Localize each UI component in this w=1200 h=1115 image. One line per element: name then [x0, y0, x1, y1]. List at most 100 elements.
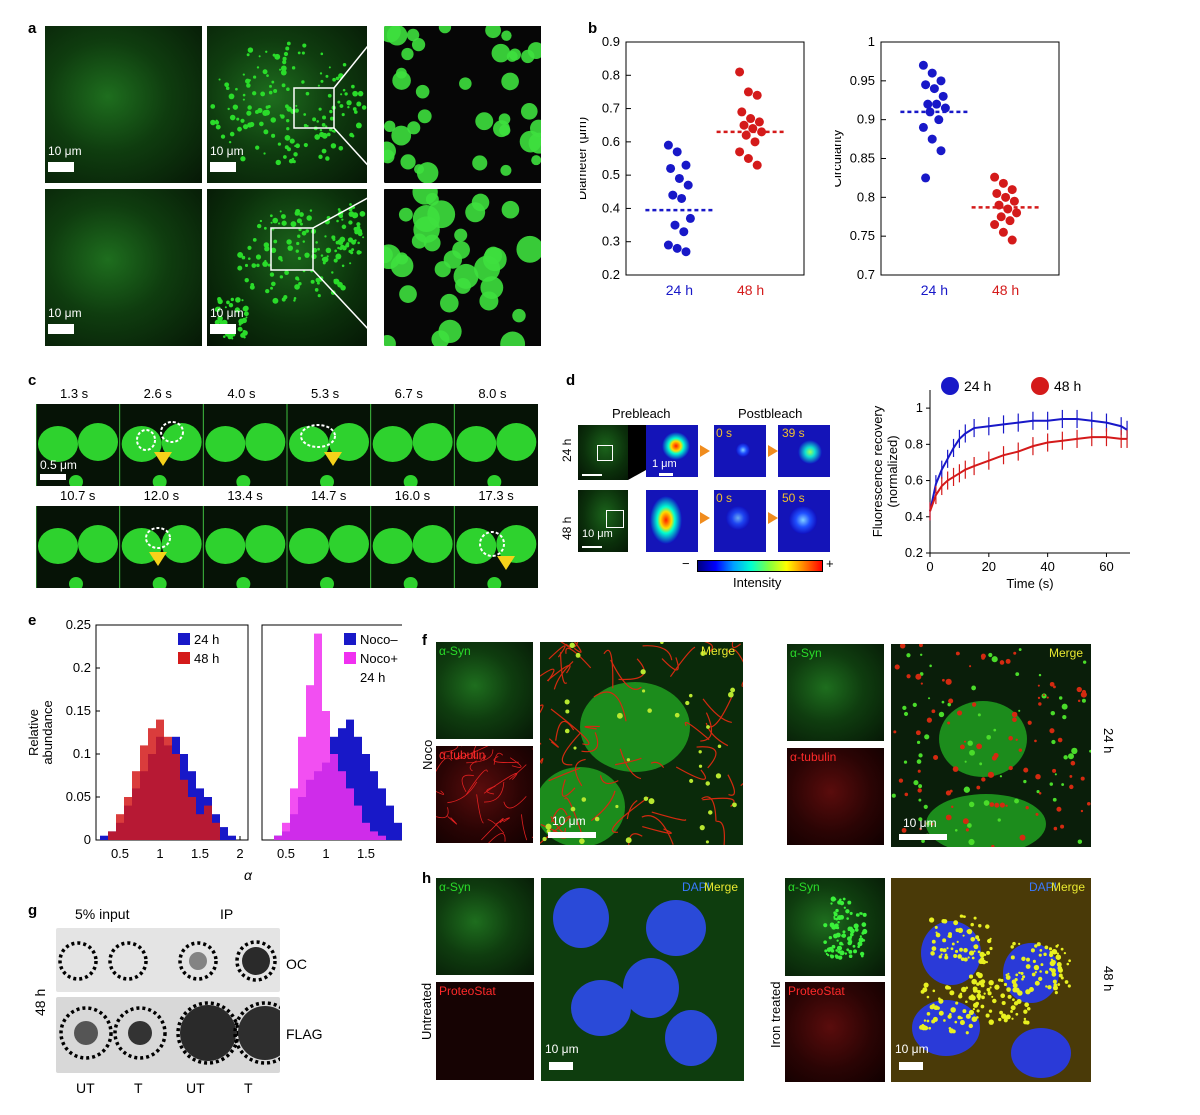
fiber	[440, 746, 459, 753]
aggregate	[841, 943, 844, 946]
punctum	[963, 786, 971, 793]
punctum	[295, 104, 298, 107]
punctum	[1053, 826, 1058, 831]
aggregate	[923, 982, 929, 988]
y-tick-label: 1	[868, 34, 875, 49]
bar	[164, 736, 172, 840]
aggregate	[847, 928, 850, 931]
aggregate	[971, 956, 975, 960]
droplet	[415, 84, 430, 99]
aggregate	[1012, 998, 1015, 1002]
punctum	[1018, 709, 1021, 712]
punctum	[260, 91, 266, 97]
fiber	[584, 725, 600, 730]
zoom-puncta	[384, 189, 541, 346]
aggregate	[852, 944, 856, 948]
aggregate	[823, 940, 827, 944]
punctum	[283, 51, 289, 57]
data-point	[1012, 208, 1022, 218]
aggregate	[1044, 945, 1049, 950]
aggregate	[968, 1023, 973, 1029]
punctum	[344, 92, 348, 96]
aggregate	[1068, 959, 1071, 963]
punctum	[265, 50, 268, 53]
punctum	[1013, 651, 1017, 655]
punctum	[1036, 789, 1040, 794]
punctum	[1053, 685, 1056, 689]
scale-bar	[659, 473, 673, 476]
aggregate	[848, 954, 853, 959]
aggregate	[823, 923, 828, 928]
aggregate	[926, 1019, 930, 1023]
punctum	[269, 272, 275, 277]
bar	[290, 788, 298, 840]
legend-subtitle: 24 h	[360, 670, 385, 685]
channel-label-dapi: DAPI	[1028, 880, 1057, 894]
punctum	[229, 114, 236, 121]
col-ut: UT	[76, 1080, 95, 1096]
punctum	[980, 653, 986, 659]
punctum	[325, 156, 330, 161]
y-tick-label: 0.4	[602, 200, 620, 215]
aggregate	[960, 986, 967, 993]
h-proteostat-untreated: ProteoStat	[436, 982, 534, 1080]
punctum	[648, 798, 655, 805]
punctum	[1071, 747, 1078, 755]
punctum	[342, 62, 347, 67]
data-point	[739, 120, 749, 130]
aggregate	[978, 972, 981, 976]
aggregate	[1010, 955, 1015, 960]
punctum	[894, 664, 900, 670]
data-point	[998, 227, 1008, 237]
punctum	[247, 245, 252, 250]
aggregate	[843, 906, 846, 909]
punctum	[615, 804, 619, 809]
fiber	[559, 652, 568, 684]
y-tick-label: 0.8	[602, 67, 620, 82]
punctum	[264, 109, 271, 116]
droplet	[496, 423, 537, 461]
punctum	[904, 792, 909, 797]
aggregate	[1039, 970, 1042, 973]
droplet	[491, 43, 511, 63]
x-tick-label: 1.5	[191, 846, 209, 861]
punctum	[706, 725, 710, 729]
data-point	[681, 247, 691, 257]
punctum	[717, 744, 722, 749]
time-label: 14.7 s	[311, 488, 347, 503]
aggregate	[959, 1020, 965, 1026]
aggregate	[928, 917, 935, 923]
punctum	[326, 255, 329, 258]
punctum	[349, 203, 352, 206]
punctum	[319, 129, 323, 132]
punctum	[1077, 839, 1083, 844]
punctum	[1012, 717, 1017, 723]
punctum	[700, 650, 706, 656]
punctum	[316, 281, 320, 285]
bar	[100, 835, 108, 840]
aggregate	[1012, 982, 1018, 988]
punctum	[290, 221, 297, 227]
punctum	[266, 74, 269, 77]
punctum	[1063, 755, 1068, 760]
punctum	[256, 66, 260, 69]
aggregate	[931, 1019, 936, 1024]
punctum	[301, 230, 307, 236]
punctum	[983, 800, 990, 806]
aggregate	[1005, 975, 1011, 980]
punctum	[1005, 658, 1011, 664]
time-label: 17.3 s	[478, 488, 514, 503]
aggregate	[836, 939, 839, 942]
punctum	[327, 93, 332, 98]
col-ut: UT	[186, 1080, 205, 1096]
fiber	[553, 661, 574, 690]
timelapse-frames	[27, 305, 537, 489]
aggregate	[862, 912, 867, 917]
punctum	[1037, 684, 1040, 687]
nucleus	[1011, 1028, 1071, 1078]
droplet	[414, 164, 425, 175]
punctum	[280, 259, 283, 262]
timelapse-strip-top	[27, 305, 538, 489]
punctum	[1056, 806, 1062, 812]
punctum	[1060, 824, 1065, 829]
